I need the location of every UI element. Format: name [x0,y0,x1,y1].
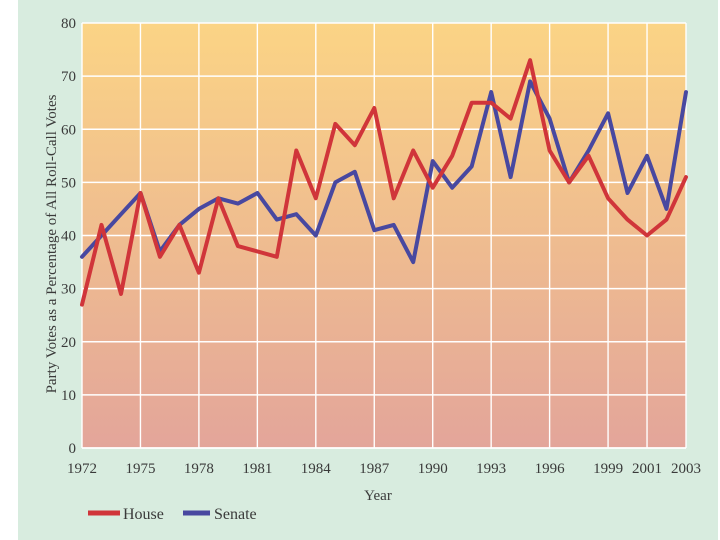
y-tick-label: 30 [61,282,76,298]
x-tick-label: 1975 [125,461,155,477]
grid [81,22,687,449]
series-line-senate [80,79,688,265]
y-tick-label: 80 [61,16,76,32]
chart-figure: 0 10 20 30 40 50 60 70 80 1972 1975 1978 1981 1984 19… [18,0,718,540]
y-tick-label: 60 [61,122,76,138]
legend-house-label: House [123,506,164,523]
legend-senate-label: Senate [214,506,257,523]
series-line-house [80,58,688,307]
x-tick-label: 2001 [632,461,662,477]
x-tick-label: 1978 [184,461,214,477]
series-lines [80,58,688,307]
x-tick-label: 1972 [67,461,97,477]
x-tick-label: 1993 [476,461,506,477]
x-tick-label: 1984 [301,461,332,477]
x-axis-title: Year [364,488,392,504]
x-tick-label: 1987 [359,461,390,477]
x-tick-label: 2003 [671,461,701,477]
x-tick-label: 1996 [535,461,566,477]
x-tick-label: 1990 [418,461,448,477]
y-tick-label: 70 [61,69,76,85]
y-tick-label: 0 [69,441,77,457]
y-axis-title: Party Votes as a Percentage of All Roll-… [44,94,60,393]
x-axis-ticks: 1972 1975 1978 1981 1984 1987 1990 1993 1996 1999… [67,461,701,477]
y-axis-ticks: 0 10 20 30 40 50 60 70 80 [61,16,76,457]
y-tick-label: 50 [61,175,76,191]
x-tick-label: 1999 [593,461,623,477]
legend: House Senate [88,506,257,523]
x-tick-label: 1981 [242,461,272,477]
y-tick-label: 10 [61,388,76,404]
y-tick-label: 20 [61,335,76,351]
y-tick-label: 40 [61,229,76,245]
